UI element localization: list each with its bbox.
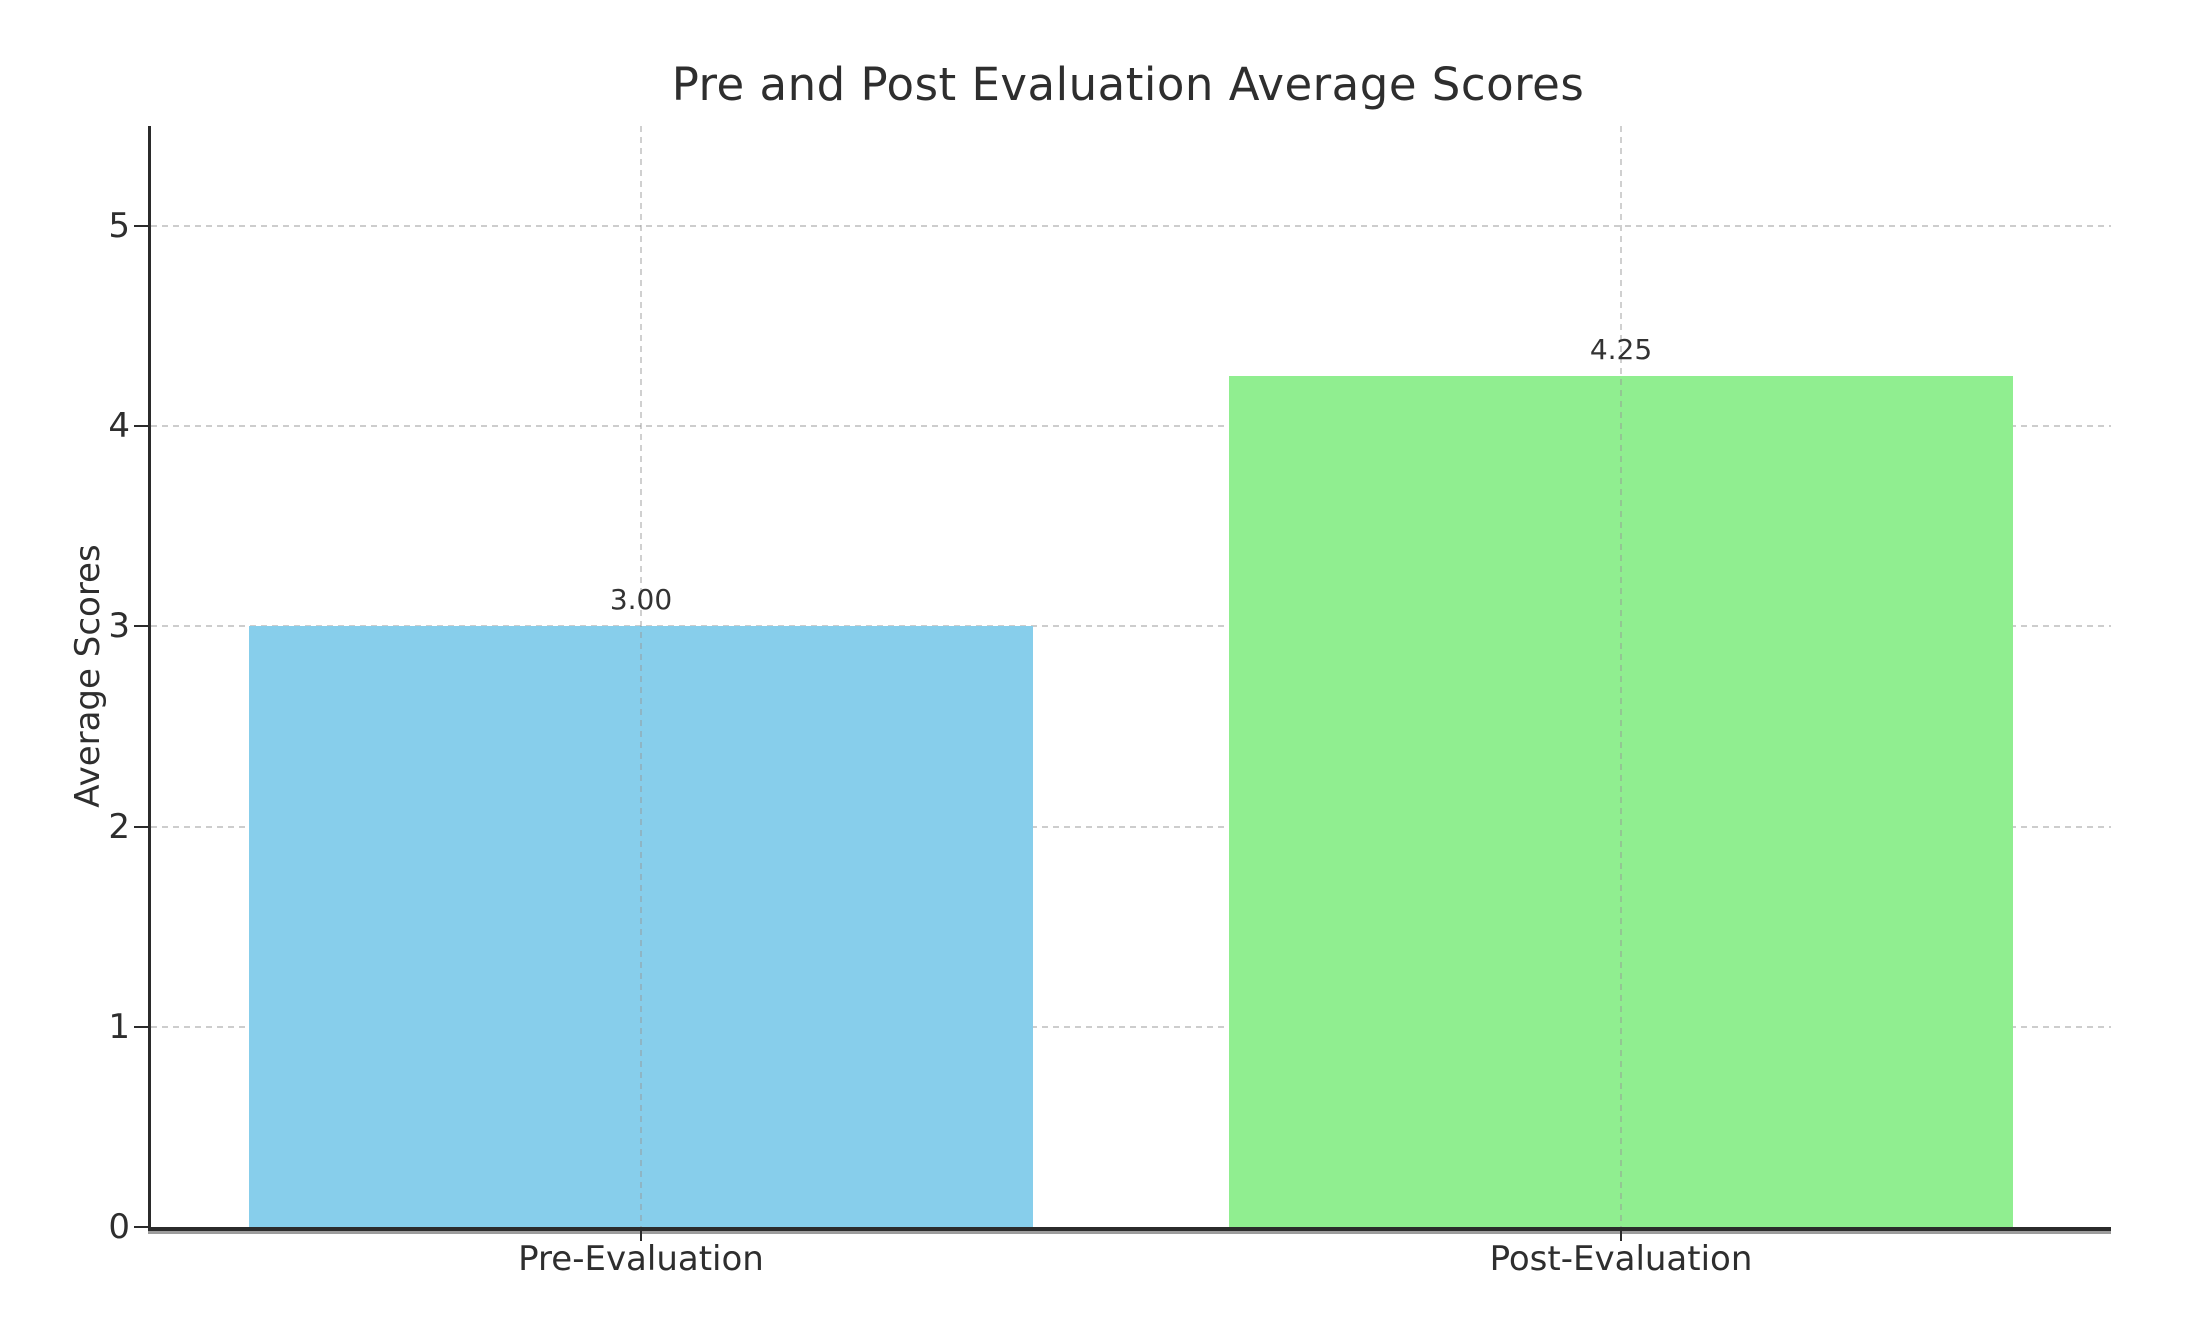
y-tick-label-2: 2	[108, 806, 130, 847]
y-tick-label-4: 4	[108, 406, 130, 447]
bar-2	[1229, 376, 2013, 1227]
y-tick-4	[134, 425, 148, 428]
y-tick-0	[134, 1226, 148, 1228]
x-tick-label-2: Post-Evaluation	[1489, 1239, 1753, 1279]
x-gridline-1	[640, 126, 642, 1227]
x-tick-2	[1620, 1231, 1622, 1241]
y-gridline-5	[151, 225, 2111, 228]
bar-value-label-2: 4.25	[1589, 333, 1653, 367]
y-gridline-2	[151, 825, 2111, 828]
x-gridline-2	[1620, 126, 1622, 1227]
y-tick-3	[134, 625, 148, 628]
x-tick-1	[640, 1231, 642, 1241]
x-axis-shadow	[148, 1231, 2111, 1234]
chart-title: Pre and Post Evaluation Average Scores	[671, 58, 1585, 111]
y-gridline-1	[151, 1025, 2111, 1028]
y-tick-label-3: 3	[108, 606, 130, 647]
y-tick-5	[134, 225, 148, 228]
plot-area: 0 1 2 3 4 5 3.00 Pre-Evaluation 4.25 Post-Evaluat…	[108, 126, 2111, 1279]
y-tick-label-1: 1	[108, 1006, 130, 1047]
y-axis-label: Average Scores	[68, 544, 108, 808]
y-tick-2	[134, 825, 148, 828]
y-gridline-4	[151, 425, 2111, 428]
bar-value-label-1: 3.00	[609, 583, 673, 617]
y-tick-1	[134, 1025, 148, 1028]
y-gridline-3	[151, 625, 2111, 628]
x-tick-label-1: Pre-Evaluation	[518, 1239, 764, 1279]
y-tick-label-0: 0	[108, 1207, 130, 1247]
bar-1	[249, 626, 1033, 1227]
y-tick-label-5: 5	[108, 206, 130, 247]
